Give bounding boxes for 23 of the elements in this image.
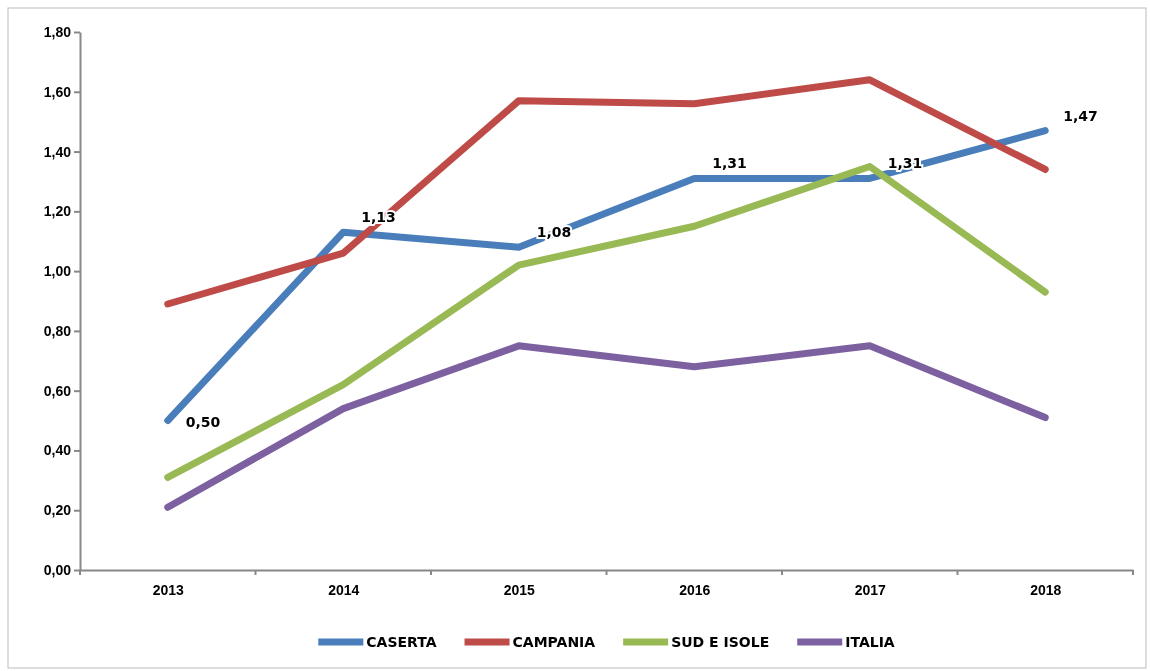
y-tick-label: 0,00 [43, 561, 72, 578]
x-tick-label: 2014 [328, 582, 360, 599]
y-tick-label: 0,60 [43, 382, 72, 399]
x-tick-label: 2013 [152, 582, 185, 599]
x-tick-label: 2018 [1030, 582, 1062, 599]
y-tick-label: 1,60 [43, 83, 72, 100]
legend-label: CASERTA [366, 634, 437, 650]
legend-label: ITALIA [845, 634, 895, 650]
y-tick-label: 1,00 [43, 263, 72, 280]
y-tick-label: 1,20 [43, 203, 72, 220]
data-label: 1,47 [1063, 107, 1098, 124]
legend-label: SUD E ISOLE [671, 634, 770, 650]
x-tick-label: 2016 [679, 582, 711, 599]
x-tick-label: 2017 [854, 582, 887, 599]
y-tick-label: 0,20 [43, 502, 72, 519]
y-tick-label: 1,80 [43, 23, 72, 40]
legend-label: CAMPANIA [512, 634, 596, 650]
y-tick-label: 0,40 [43, 442, 72, 459]
y-tick-label: 0,80 [43, 322, 72, 339]
x-tick-label: 2015 [503, 582, 536, 599]
data-label: 1,31 [712, 155, 747, 172]
data-label: 0,50 [185, 413, 221, 430]
y-tick-label: 1,40 [43, 143, 72, 160]
